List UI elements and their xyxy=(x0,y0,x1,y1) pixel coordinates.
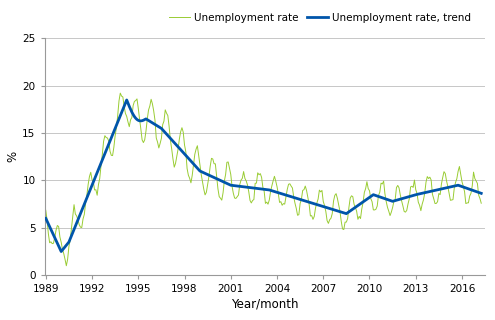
Unemployment rate xyxy=(424,175,430,179)
Y-axis label: %: % xyxy=(6,151,19,162)
Unemployment rate xyxy=(117,91,123,95)
Unemployment rate, trend xyxy=(122,101,128,105)
Unemployment rate, trend xyxy=(309,201,315,205)
Unemployment rate, trend xyxy=(124,98,130,102)
Legend: Unemployment rate, Unemployment rate, trend: Unemployment rate, Unemployment rate, tr… xyxy=(169,13,471,23)
Unemployment rate, trend xyxy=(424,190,430,194)
Line: Unemployment rate, trend: Unemployment rate, trend xyxy=(46,100,481,252)
X-axis label: Year/month: Year/month xyxy=(231,297,298,310)
Unemployment rate, trend xyxy=(394,198,399,202)
Unemployment rate, trend xyxy=(43,216,49,220)
Unemployment rate, trend xyxy=(58,250,64,253)
Unemployment rate xyxy=(63,264,69,268)
Unemployment rate, trend xyxy=(478,191,484,195)
Unemployment rate xyxy=(309,214,315,218)
Unemployment rate xyxy=(478,201,484,205)
Unemployment rate xyxy=(402,210,408,214)
Unemployment rate xyxy=(107,149,113,153)
Line: Unemployment rate: Unemployment rate xyxy=(46,93,481,266)
Unemployment rate xyxy=(394,186,399,189)
Unemployment rate, trend xyxy=(107,139,113,143)
Unemployment rate xyxy=(43,208,49,212)
Unemployment rate xyxy=(124,115,130,118)
Unemployment rate, trend xyxy=(402,196,408,200)
